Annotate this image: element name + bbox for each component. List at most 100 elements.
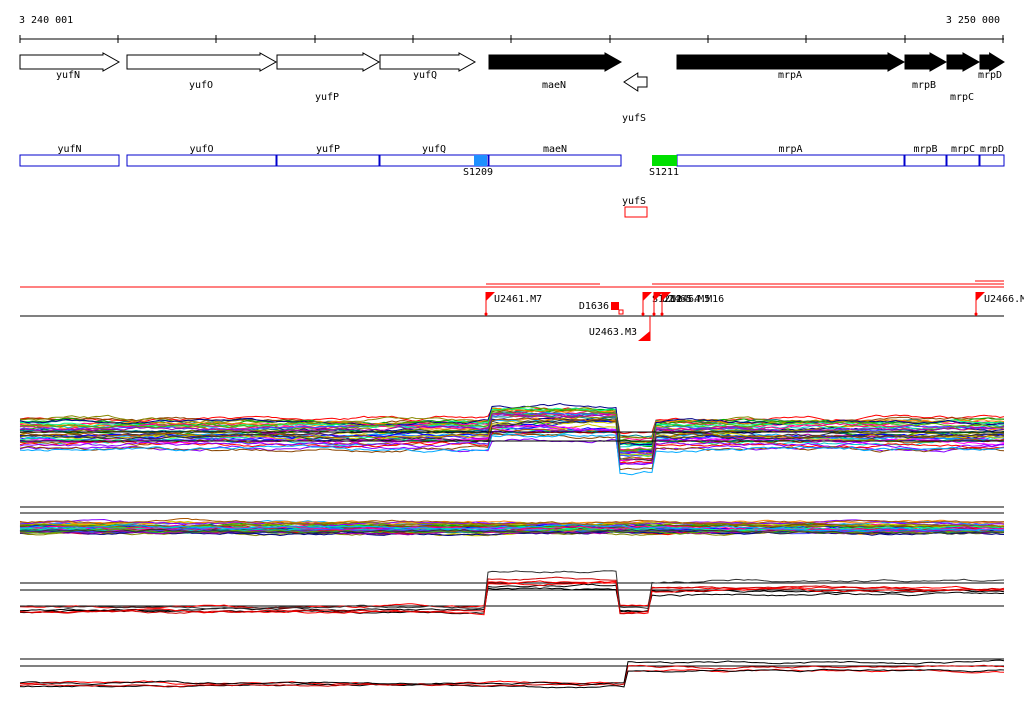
profile-line [19, 415, 1005, 452]
gene-yufQ[interactable]: yufQ [379, 52, 477, 81]
gene-label: mrpA [778, 70, 802, 81]
gene-yufN[interactable]: yufN [19, 52, 121, 81]
gene-arrow-track: yufN yufO yufP yufQ maeN yufS mrpA mrpB mrpC mrpD [19, 52, 1005, 124]
profile-line [19, 424, 1005, 462]
feature-anchor [484, 312, 488, 316]
gene-arrow[interactable] [19, 52, 121, 72]
cds-box-yufO[interactable]: yufO [126, 144, 277, 167]
gene-label: yufO [189, 80, 213, 91]
cds-box-maeN[interactable]: maeN [488, 144, 622, 167]
cds-box-label: mrpD [980, 144, 1004, 155]
gene-arrow[interactable] [276, 52, 381, 72]
feature-flag[interactable] [486, 292, 495, 301]
feature-U2463-M3[interactable]: U2463.M3 [589, 316, 651, 341]
gene-arrow[interactable] [904, 52, 948, 72]
site-marker[interactable] [474, 155, 487, 166]
profile-line [19, 412, 1005, 454]
cds-box[interactable] [946, 154, 980, 167]
cds-box-mrpA[interactable]: mrpA [676, 144, 905, 167]
gene-arrow[interactable] [676, 52, 906, 72]
profile-line [19, 405, 1004, 452]
cds-box-mrpC[interactable]: mrpC [946, 144, 980, 167]
gene-yufP[interactable]: yufP [276, 52, 381, 103]
feature-U2466-M[interactable]: U2466.M [974, 292, 1024, 316]
ruler-ticks [19, 35, 1004, 43]
cds-box-mrpD[interactable]: mrpD [979, 144, 1005, 167]
feature-label: D1636 [579, 301, 609, 312]
site-S1209[interactable]: S1209 [463, 155, 493, 178]
gene-label: maeN [542, 80, 566, 91]
profile-line [19, 668, 1005, 686]
cds-box-label: maeN [543, 144, 567, 155]
gene-label: yufQ [413, 70, 437, 81]
gene-arrow[interactable] [623, 72, 648, 92]
feature-anchor [974, 312, 978, 316]
feature-track: U2461.M7 D1636 U2463.M3 S1211U2465.M5U2464.… [20, 280, 1024, 341]
gene-arrow[interactable] [979, 52, 1005, 72]
gene-mrpD[interactable]: mrpD [978, 52, 1005, 81]
feature-label: U2463.M3 [589, 327, 637, 338]
gene-arrow[interactable] [379, 52, 477, 72]
feature-D1636[interactable]: D1636 [579, 301, 624, 315]
feature-S1211[interactable]: S1211 [641, 292, 683, 316]
profile-line [19, 418, 1005, 462]
cds-box[interactable] [126, 154, 277, 167]
cds-box[interactable] [904, 154, 947, 167]
feature-U2464-M16[interactable]: U2464.M16 [660, 292, 725, 316]
feature-flag[interactable] [976, 292, 985, 301]
profile-line [19, 420, 1005, 457]
gene-label: yufS [622, 113, 646, 124]
site-marker[interactable] [652, 155, 677, 166]
gene-label: yufP [315, 92, 339, 103]
feature-flag[interactable] [662, 292, 671, 301]
cds-box[interactable] [379, 154, 489, 167]
gene-label: mrpC [950, 92, 974, 103]
cds-box-mrpB[interactable]: mrpB [904, 144, 947, 167]
cds-box[interactable] [276, 154, 380, 167]
cds-box[interactable] [979, 154, 1005, 167]
cds-box[interactable] [488, 154, 622, 167]
cds-box-yufQ[interactable]: yufQ [379, 144, 489, 167]
feature-label: S1211 [652, 294, 682, 305]
cds-box-label: yufN [57, 144, 81, 155]
gene-yufS[interactable]: yufS [622, 72, 648, 124]
feature-label: U2466.M [984, 294, 1024, 305]
feature-label: U2465.M5 [662, 294, 710, 305]
feature-flag[interactable] [643, 292, 652, 301]
gene-arrow[interactable] [946, 52, 981, 72]
feature-label: U2461.M7 [494, 294, 542, 305]
feature-anchor [652, 312, 656, 316]
feature-marker[interactable] [611, 302, 619, 310]
profile-line [19, 659, 1005, 686]
cds-box[interactable] [19, 154, 120, 167]
site-label: S1209 [463, 167, 493, 178]
cds-box-yufN[interactable]: yufN [19, 144, 120, 167]
gene-yufO[interactable]: yufO [126, 52, 278, 91]
site-S1211[interactable]: S1211 [649, 155, 679, 178]
cds-box-label: yufP [316, 144, 340, 155]
gene-arrow[interactable] [126, 52, 278, 72]
feature-flag[interactable] [638, 331, 650, 341]
feature-U2461-M7[interactable]: U2461.M7 [484, 292, 543, 316]
gene-label: yufN [56, 70, 80, 81]
feature-anchor [660, 312, 664, 316]
coordinate-ruler: 3 240 001 3 250 000 [19, 15, 1004, 43]
gene-arrow[interactable] [488, 52, 623, 72]
profile-line [19, 518, 1005, 527]
gene-mrpB[interactable]: mrpB [904, 52, 948, 91]
profile-line [19, 518, 1005, 526]
ruler-start-label: 3 240 001 [19, 15, 73, 26]
feature-flag[interactable] [654, 292, 663, 301]
cds-box[interactable] [624, 206, 648, 218]
gene-maeN[interactable]: maeN [488, 52, 623, 91]
profile-line [19, 668, 1005, 689]
profile-line [19, 523, 1005, 532]
gene-mrpC[interactable]: mrpC [946, 52, 981, 103]
gene-mrpA[interactable]: mrpA [676, 52, 906, 81]
ruler-end-label: 3 250 000 [946, 15, 1000, 26]
cds-box-yufP[interactable]: yufP [276, 144, 380, 167]
cds-box[interactable] [676, 154, 905, 167]
feature-U2465-M5[interactable]: U2465.M5 [652, 292, 711, 316]
cds-box-yufS[interactable]: yufS [622, 196, 648, 218]
